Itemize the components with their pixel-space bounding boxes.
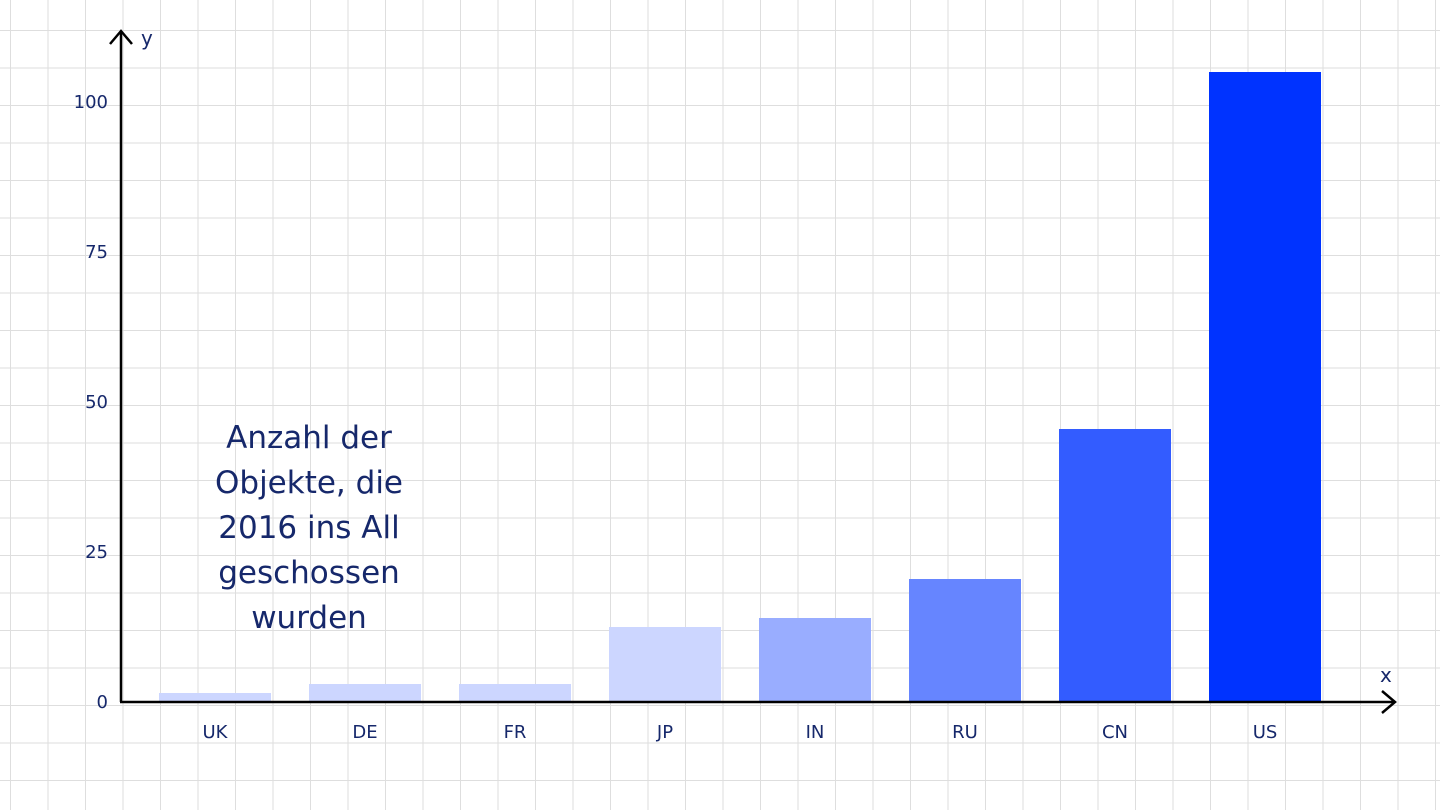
y-tick-label-25: 25	[85, 542, 108, 563]
y-tick-label-75: 75	[85, 242, 108, 263]
x-tick-label-us: US	[1253, 722, 1278, 743]
x-category-labels: UK DE FR JP IN RU CN US	[203, 722, 1278, 743]
y-tick-label-50: 50	[85, 392, 108, 413]
y-tick-label-0: 0	[97, 692, 108, 713]
bar-in	[759, 618, 871, 702]
bar-cn	[1059, 429, 1171, 702]
bar-us	[1209, 72, 1321, 702]
x-tick-label-cn: CN	[1102, 722, 1128, 743]
y-axis-label: y	[141, 26, 153, 50]
y-ticks-group: 0 25 50 75 100	[74, 92, 108, 713]
bar-ru	[909, 579, 1021, 702]
bar-de	[309, 684, 421, 702]
x-tick-label-fr: FR	[504, 722, 527, 743]
bar-jp	[609, 627, 721, 702]
bar-uk	[159, 693, 271, 702]
chart-annotation: Anzahl der Objekte, die 2016 ins All ges…	[214, 420, 403, 636]
x-tick-label-in: IN	[806, 722, 825, 743]
x-tick-label-ru: RU	[952, 722, 978, 743]
x-axis-arrow	[1381, 690, 1397, 714]
x-axis-label: x	[1380, 663, 1392, 687]
bars-group	[159, 72, 1321, 702]
x-tick-label-de: DE	[352, 722, 377, 743]
x-tick-label-jp: JP	[656, 722, 673, 743]
y-axis-arrow	[109, 29, 133, 45]
x-tick-label-uk: UK	[203, 722, 229, 743]
bar-fr	[459, 684, 571, 702]
y-tick-label-100: 100	[74, 92, 108, 113]
